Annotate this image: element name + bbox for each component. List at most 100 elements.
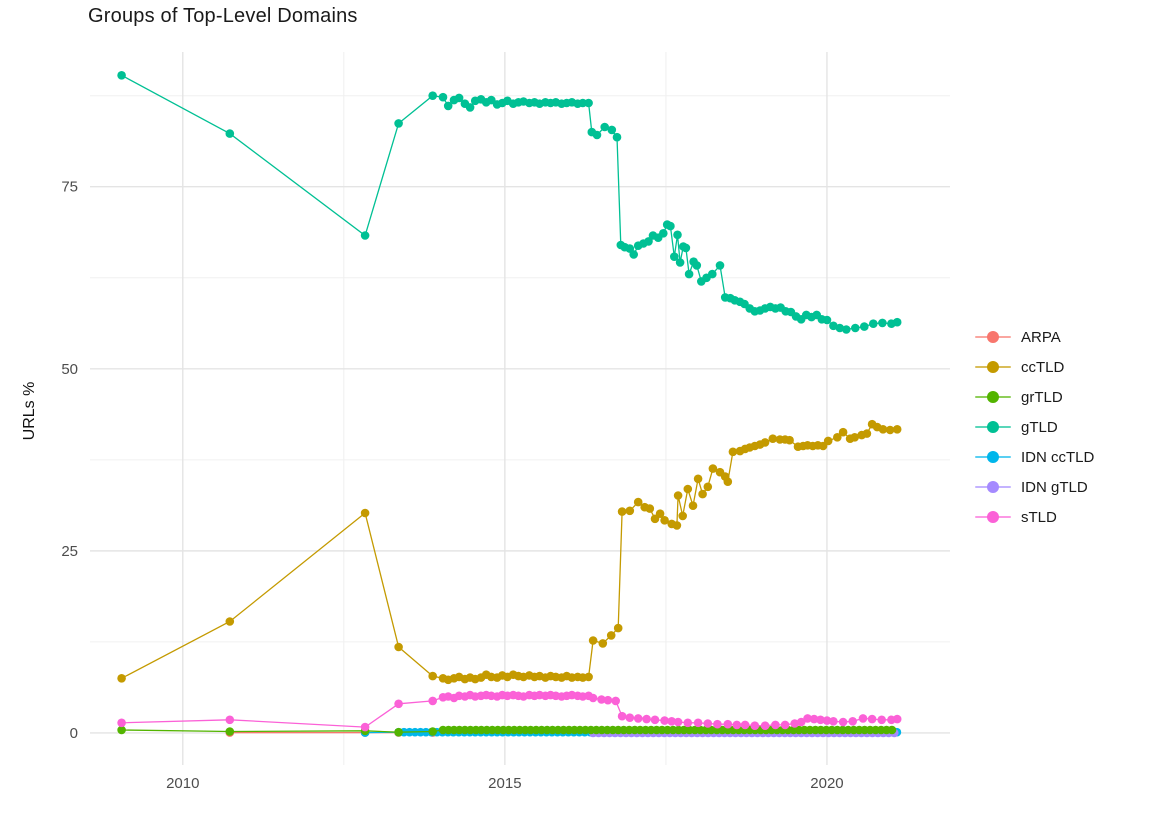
data-point xyxy=(428,727,438,736)
data-point xyxy=(681,243,691,253)
data-point xyxy=(672,521,682,530)
data-point xyxy=(816,715,825,725)
data-point xyxy=(584,672,593,682)
data-point xyxy=(829,717,838,726)
gridlines-major xyxy=(90,52,950,765)
data-point xyxy=(598,639,608,648)
data-point xyxy=(867,714,877,724)
legend-key-icon xyxy=(975,357,1011,377)
data-point xyxy=(225,129,235,138)
legend-item-cctld: ccTLD xyxy=(975,352,1094,382)
data-point xyxy=(606,631,616,640)
data-point xyxy=(750,721,760,730)
data-point xyxy=(887,725,897,735)
data-point xyxy=(117,718,126,728)
series-stld-line xyxy=(121,694,898,728)
data-point xyxy=(428,671,438,681)
data-point xyxy=(823,436,833,446)
x-tick-label: 2020 xyxy=(810,775,843,792)
legend-item-idn-gtld: IDN gTLD xyxy=(975,472,1094,502)
data-point xyxy=(803,714,812,723)
data-point xyxy=(650,715,660,725)
gridlines-minor xyxy=(90,52,950,765)
data-point xyxy=(885,425,895,435)
legend-label: gTLD xyxy=(1021,418,1058,436)
data-point xyxy=(878,425,888,434)
legend-key-icon xyxy=(975,477,1011,497)
data-point xyxy=(225,617,235,626)
data-point xyxy=(842,325,851,334)
data-point xyxy=(584,98,593,108)
data-point xyxy=(708,464,718,473)
data-point xyxy=(703,719,713,728)
data-point xyxy=(760,438,770,447)
data-point xyxy=(768,434,778,444)
data-point xyxy=(760,721,770,730)
data-point xyxy=(878,318,887,328)
y-tick-label: 75 xyxy=(61,179,78,196)
data-point xyxy=(892,317,902,327)
data-point xyxy=(667,717,676,726)
data-point xyxy=(645,504,655,513)
legend-label: grTLD xyxy=(1021,388,1063,406)
data-point xyxy=(670,252,679,261)
data-point xyxy=(693,718,703,728)
data-point xyxy=(625,713,635,722)
data-point xyxy=(394,727,403,737)
data-point xyxy=(117,71,126,80)
data-point xyxy=(698,489,707,499)
data-point xyxy=(612,132,622,142)
x-tick-label: 2015 xyxy=(488,775,521,792)
data-point xyxy=(715,261,725,270)
legend-key-icon xyxy=(975,327,1011,347)
data-point xyxy=(642,714,651,724)
data-point xyxy=(678,511,687,521)
data-point xyxy=(673,491,683,500)
series-gtld-line xyxy=(121,74,898,331)
data-point xyxy=(588,636,598,645)
legend-key-icon xyxy=(975,387,1011,407)
data-point xyxy=(666,221,675,231)
data-point xyxy=(851,323,860,333)
data-point xyxy=(611,696,620,706)
data-point xyxy=(633,714,643,723)
data-point xyxy=(833,433,842,442)
data-point xyxy=(850,433,859,442)
legend-label: IDN gTLD xyxy=(1021,478,1088,496)
data-point xyxy=(617,507,627,516)
series-gtld xyxy=(117,71,902,334)
series-cctld xyxy=(117,419,902,685)
data-point xyxy=(633,497,643,507)
legend-item-gtld: gTLD xyxy=(975,412,1094,442)
data-point xyxy=(607,125,617,135)
data-point xyxy=(838,717,848,727)
data-point xyxy=(683,484,693,494)
x-tick-label: 2010 xyxy=(166,775,199,792)
data-point xyxy=(603,695,613,705)
data-point xyxy=(428,91,438,100)
data-point xyxy=(588,693,598,703)
data-point xyxy=(394,119,403,128)
data-point xyxy=(675,258,685,267)
data-point xyxy=(796,717,806,727)
data-point xyxy=(860,322,869,331)
legend-item-stld: sTLD xyxy=(975,502,1094,532)
data-point xyxy=(723,719,733,729)
data-point xyxy=(655,509,665,518)
data-point xyxy=(454,93,464,103)
legend: ARPA ccTLD grTLD gTLD IDN ccTLD IDN gTLD sTLD xyxy=(975,322,1094,532)
legend-item-grtld: grTLD xyxy=(975,382,1094,412)
data-point xyxy=(225,727,235,736)
data-point xyxy=(659,229,668,238)
data-point xyxy=(613,623,623,633)
data-point xyxy=(644,237,653,246)
data-point xyxy=(660,716,669,725)
y-tick-label: 50 xyxy=(61,361,78,378)
data-point xyxy=(673,717,683,727)
data-point xyxy=(117,725,126,735)
data-point xyxy=(790,719,799,728)
data-point xyxy=(629,250,638,259)
axis-tick-labels: 0 25 50 75 2010 2015 2020 xyxy=(61,179,843,792)
